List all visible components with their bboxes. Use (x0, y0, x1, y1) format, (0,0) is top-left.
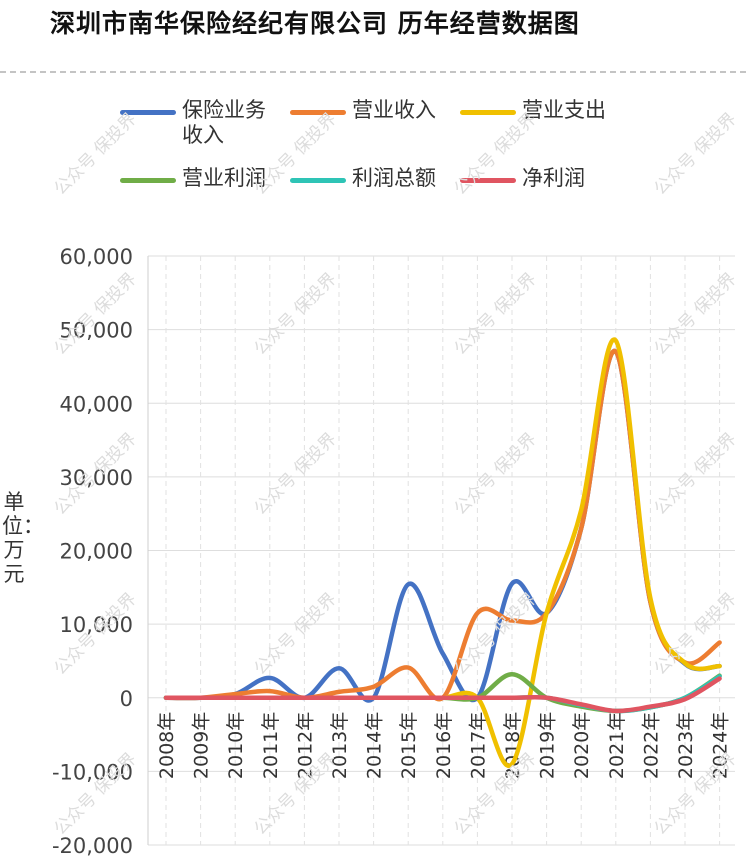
chart-legend[interactable]: 保险业务收入 营业收入 营业支出营业利润 利润总额 净利润 (0, 0, 746, 210)
series-2-point (476, 611, 479, 614)
series-6-point (164, 696, 167, 699)
series-2-point (580, 527, 583, 530)
series-3-point (510, 762, 513, 765)
series-6-point (510, 696, 513, 699)
series-6-point (268, 696, 271, 699)
legend-item[interactable]: 营业利润 (120, 166, 266, 191)
legend-item[interactable]: 利润总额 (290, 166, 436, 191)
x-tick-label: 2017年 (467, 712, 489, 779)
x-tick-label: 2011年 (260, 712, 282, 779)
legend-swatch (120, 178, 176, 183)
series-3-point (614, 339, 617, 342)
series-6-point (718, 677, 721, 680)
y-tick-label: 20,000 (60, 540, 133, 564)
series-2-point (510, 619, 513, 622)
x-tick-label: 2016年 (433, 712, 455, 779)
legend-label: 营业收入 (352, 98, 436, 122)
series-1-point (441, 652, 444, 655)
series-3-point (580, 508, 583, 511)
series-line-6 (163, 676, 722, 714)
legend-label: 净利润 (522, 166, 585, 190)
series-6-point (614, 709, 617, 712)
y-tick-label: 0 (120, 687, 133, 711)
x-tick-label: 2018年 (502, 712, 524, 779)
series-6-point (476, 696, 479, 699)
legend-label: 保险业务收入 (182, 98, 266, 147)
series-6-point (199, 696, 202, 699)
x-tick-label: 2009年 (191, 712, 213, 779)
legend-item[interactable]: 净利润 (460, 166, 585, 191)
chart-title: 深圳市南华保险经纪有限公司 历年经营数据图 (50, 9, 580, 38)
series-4-point (510, 673, 513, 676)
series-6-point (649, 705, 652, 708)
x-tick-label: 2019年 (537, 712, 559, 779)
series-6-point (303, 696, 306, 699)
x-tick-label: 2022年 (640, 712, 662, 779)
x-tick-label: 2012年 (294, 712, 316, 779)
x-tick-label: 2023年 (675, 712, 697, 779)
series-6-point (580, 703, 583, 706)
legend-item[interactable]: 营业支出 (460, 98, 606, 123)
y-tick-label: -20,000 (52, 834, 133, 858)
x-tick-label: 2015年 (398, 712, 420, 779)
series-3-point (649, 597, 652, 600)
legend-label: 利润总额 (352, 166, 436, 190)
legend-label: 营业支出 (522, 98, 606, 122)
series-2-point (718, 641, 721, 644)
series-2-point (614, 350, 617, 353)
series-3-point (545, 611, 548, 614)
series-6-point (337, 696, 340, 699)
series-1-point (337, 667, 340, 670)
x-tick-label: 2014年 (364, 712, 386, 779)
x-tick-label: 2024年 (710, 712, 732, 779)
legend-swatch (460, 178, 516, 183)
series-2-point (372, 685, 375, 688)
y-axis-label: 单位：万元 (2, 490, 44, 586)
y-tick-label: 30,000 (60, 466, 133, 490)
series-2-point (268, 690, 271, 693)
series-6-point (441, 696, 444, 699)
y-tick-label: 50,000 (60, 319, 133, 343)
y-tick-label: 60,000 (60, 245, 133, 269)
series-1-point (510, 582, 513, 585)
title-divider (0, 71, 746, 73)
y-tick-label: 10,000 (60, 613, 133, 637)
series-1-point (407, 583, 410, 586)
legend-swatch (290, 110, 346, 115)
series-3-point (718, 664, 721, 667)
series-6-point (683, 698, 686, 701)
legend-swatch (290, 178, 346, 183)
legend-item[interactable]: 营业收入 (290, 98, 436, 123)
y-tick-label: 40,000 (60, 392, 133, 416)
legend-label: 营业利润 (182, 166, 266, 190)
x-tick-label: 2013年 (329, 712, 351, 779)
series-3-point (683, 662, 686, 665)
x-tick-label: 2021年 (606, 712, 628, 779)
legend-swatch (120, 110, 176, 115)
x-tick-label: 2010年 (225, 712, 247, 779)
series-1-point (268, 676, 271, 679)
series-6-point (407, 696, 410, 699)
series-6-point (234, 696, 237, 699)
series-6-point (545, 696, 548, 699)
series-2-point (234, 692, 237, 695)
legend-item[interactable]: 保险业务收入 (120, 98, 286, 148)
series-6-point (372, 696, 375, 699)
x-tick-label: 2008年 (156, 712, 178, 779)
x-tick-label: 2020年 (571, 712, 593, 779)
series-2-point (337, 690, 340, 693)
y-tick-label: -10,000 (52, 760, 133, 784)
series-2-point (407, 666, 410, 669)
legend-swatch (460, 110, 516, 115)
